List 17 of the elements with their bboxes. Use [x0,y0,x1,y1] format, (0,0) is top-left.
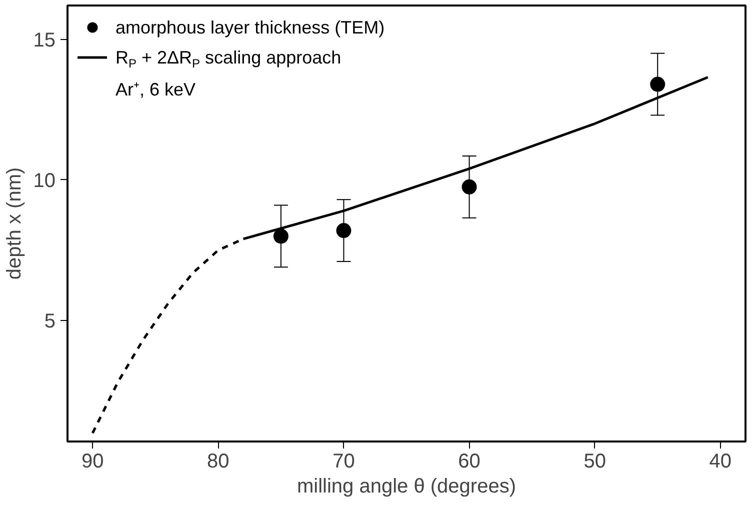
point [273,228,288,244]
legend-label: amorphous layer thickness (TEM) [116,18,385,38]
x-tick-label: 40 [709,450,732,472]
x-tick-label: 60 [458,450,480,472]
y-tick-label: 10 [33,170,56,192]
x-tick-label: 50 [584,450,606,472]
x-axis-title: milling angle θ (degrees) [297,476,516,498]
point [336,223,352,238]
x-tick-label: 80 [207,450,230,472]
y-tick-label: 15 [33,29,56,52]
point [650,76,666,92]
x-tick-label: 90 [81,450,104,472]
y-tick-label: 5 [44,310,56,333]
point [462,179,477,194]
y-axis-title: depth x (nm) [3,167,26,280]
x-tick-label: 70 [332,450,355,472]
annotation: Ar⁺, 6 keV [116,80,196,100]
